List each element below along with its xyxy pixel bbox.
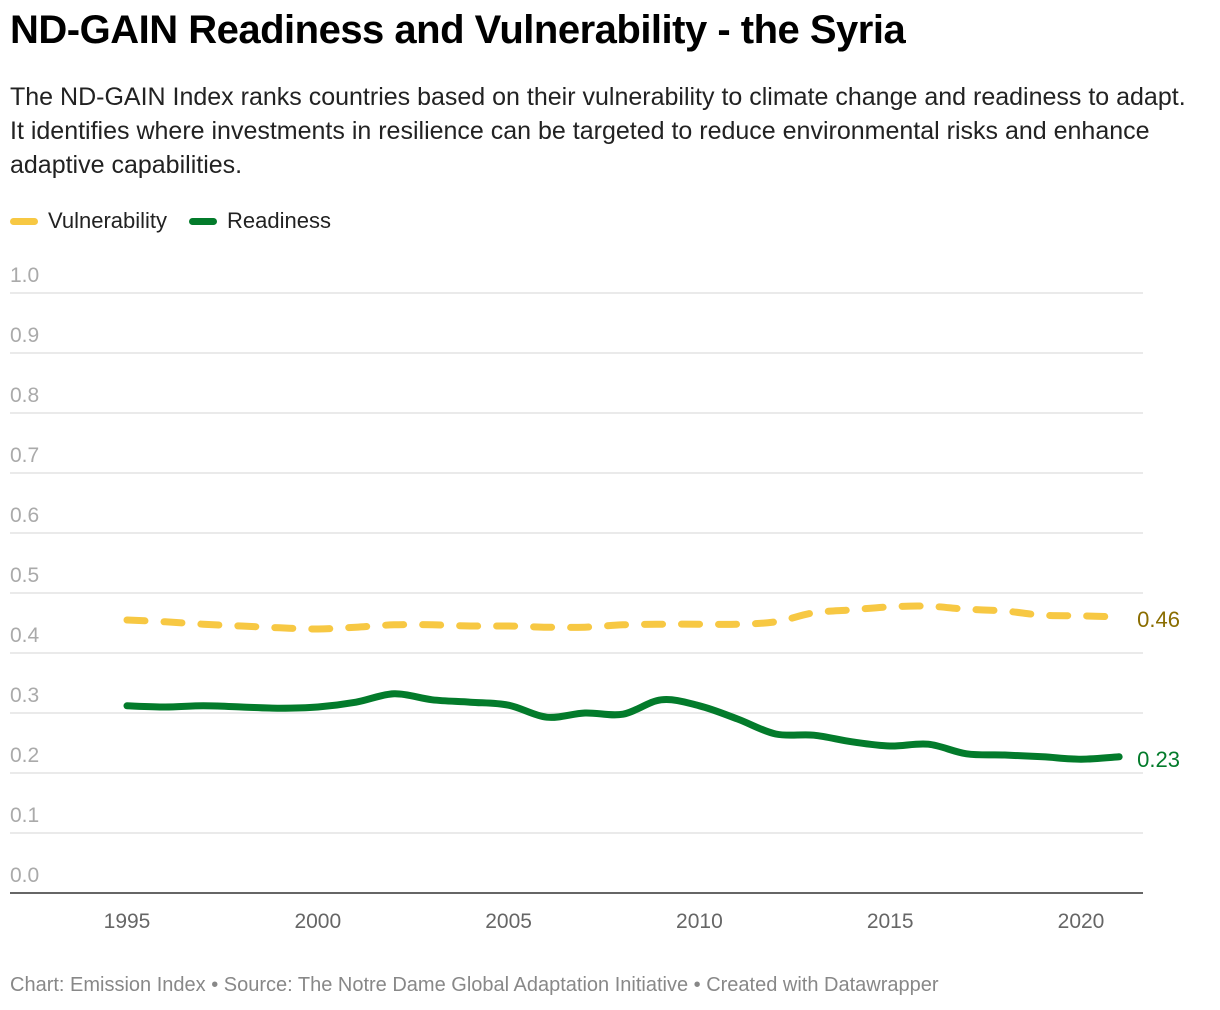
y-tick-label: 0.5 xyxy=(10,564,39,587)
x-tick-label: 2000 xyxy=(294,910,341,933)
y-tick-label: 0.1 xyxy=(10,804,39,827)
x-tick-label: 1995 xyxy=(104,910,151,933)
y-tick-label: 1.0 xyxy=(10,264,39,287)
legend-swatch-vulnerability xyxy=(10,217,38,225)
legend-item-vulnerability: Vulnerability xyxy=(10,208,167,234)
y-tick-label: 0.3 xyxy=(10,684,39,707)
x-tick-label: 2020 xyxy=(1058,910,1105,933)
y-tick-label: 0.4 xyxy=(10,624,40,647)
chart-footer: Chart: Emission Index • Source: The Notr… xyxy=(10,974,939,996)
legend: Vulnerability Readiness xyxy=(10,208,331,234)
legend-label: Readiness xyxy=(227,208,331,233)
y-tick-label: 0.6 xyxy=(10,504,39,527)
y-tick-label: 0.8 xyxy=(10,384,39,407)
y-tick-label: 0.7 xyxy=(10,444,39,467)
x-tick-label: 2005 xyxy=(485,910,532,933)
y-tick-label: 0.0 xyxy=(10,864,39,887)
legend-item-readiness: Readiness xyxy=(189,208,331,234)
x-tick-label: 2015 xyxy=(867,910,914,933)
end-value-label-readiness: 0.23 xyxy=(1137,747,1180,772)
series-line-vulnerability xyxy=(123,602,1123,633)
end-value-label-vulnerability: 0.46 xyxy=(1137,607,1180,632)
legend-label: Vulnerability xyxy=(48,208,168,233)
x-tick-label: 2010 xyxy=(676,910,723,933)
legend-swatch-readiness xyxy=(189,217,218,225)
chart-title: ND-GAIN Readiness and Vulnerability - th… xyxy=(10,8,906,52)
y-tick-label: 0.9 xyxy=(10,324,39,347)
y-tick-label: 0.2 xyxy=(10,744,39,767)
chart-subtitle: The ND-GAIN Index ranks countries based … xyxy=(10,83,1186,179)
series-line-readiness xyxy=(123,690,1123,763)
